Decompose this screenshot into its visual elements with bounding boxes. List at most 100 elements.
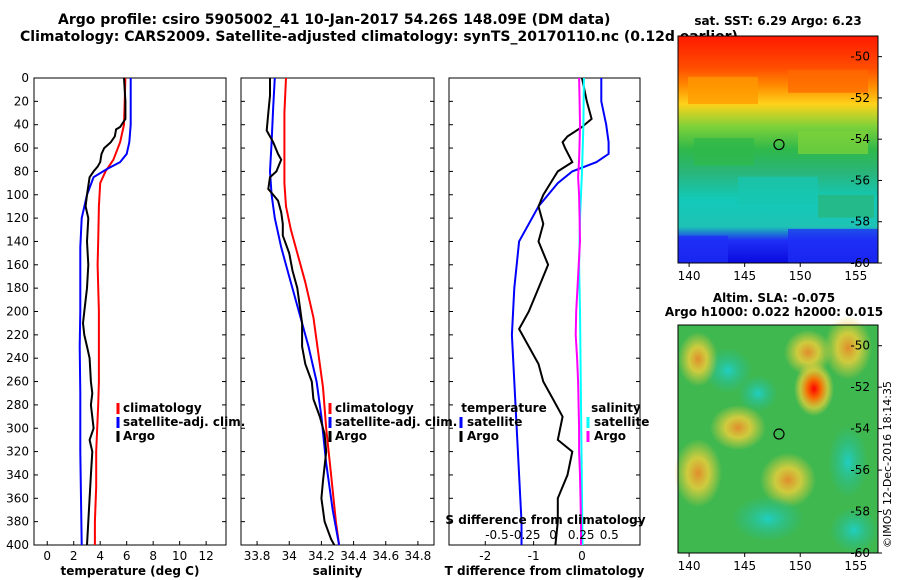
sst-patch — [798, 131, 868, 155]
title-line-1: Argo profile: csiro 5905002_41 10-Jan-20… — [58, 12, 611, 28]
y-tick-label: 20 — [14, 94, 29, 108]
argo-position-marker — [773, 428, 785, 440]
series-line-s-argo — [574, 77, 582, 545]
y-tick-label: 60 — [14, 141, 29, 155]
legend-label: Argo — [123, 429, 155, 443]
map-y-tick-label: -50 — [850, 339, 870, 353]
series-line-t-argo — [517, 77, 593, 546]
map-y-tick-label: -52 — [850, 91, 870, 105]
series-line-s-satellite — [578, 77, 585, 546]
legend-label: satellite-adj. clim. — [335, 415, 457, 429]
sst-patch — [694, 138, 754, 166]
legend-label: satellite — [467, 415, 522, 429]
y-tick-label: 320 — [6, 445, 29, 459]
x-axis-label: temperature (deg C) — [61, 564, 200, 578]
y-tick-label: 260 — [6, 375, 29, 389]
series-line-argo — [265, 78, 336, 546]
sla-map-title: Altim. SLA: -0.075 — [713, 291, 835, 305]
x-tick-label: 34.6 — [372, 549, 399, 563]
x-tick-label: 2 — [70, 549, 78, 563]
map-x-tick-label: 140 — [678, 559, 701, 573]
panel-difference: -2 -1 0T difference from climatology — [445, 77, 645, 578]
x-tick-label: 0 — [578, 549, 586, 563]
x-tick-label: -2 — [479, 549, 491, 563]
map-y-tick-label: -56 — [850, 463, 870, 477]
x-top-tick-label: 0.5 — [600, 528, 619, 542]
legend-label: climatology — [335, 401, 414, 415]
sla-anomaly-blob — [738, 375, 778, 412]
x-tick-label: 10 — [172, 549, 187, 563]
x-top-tick-label: 0.25 — [568, 528, 595, 542]
series-line-climatology — [93, 77, 127, 545]
map-x-tick-label: 155 — [844, 269, 867, 283]
sst-map-title: sat. SST: 6.29 Argo: 6.23 — [694, 14, 861, 28]
y-tick-label: 220 — [6, 328, 29, 342]
imos-watermark: ©IMOS 12-Dec-2016 18:14:35 — [881, 381, 894, 548]
map-y-tick-label: -58 — [850, 505, 870, 519]
plot-frame-difference — [448, 77, 641, 546]
sst-patch — [788, 70, 868, 93]
x-tick-label: 4 — [96, 549, 104, 563]
sla-anomaly-blob — [824, 315, 872, 380]
legend-label: Argo — [467, 429, 499, 443]
legend-label: climatology — [123, 401, 202, 415]
map-frame — [677, 324, 879, 554]
x-axis-label: salinity — [313, 564, 363, 578]
series-line-argo — [81, 77, 127, 546]
sla-anomaly-blob — [784, 329, 832, 376]
y-tick-label: 160 — [6, 258, 29, 272]
y-tick-label: 40 — [14, 118, 29, 132]
map-y-tick-label: -56 — [850, 173, 870, 187]
x-tick-label: 12 — [198, 549, 213, 563]
y-tick-label: 400 — [6, 538, 29, 552]
series-line-climatology — [283, 77, 341, 546]
legend-label: Argo — [335, 429, 367, 443]
legend-title: temperature — [461, 401, 546, 415]
map-y-tick-label: -54 — [850, 422, 870, 436]
legend-title: salinity — [591, 401, 641, 415]
y-tick-label: 360 — [6, 491, 29, 505]
y-tick-label: 300 — [6, 421, 29, 435]
x-top-tick-label: -0.5 — [485, 528, 508, 542]
legend-label: satellite-adj. clim. — [123, 415, 245, 429]
y-tick-label: 80 — [14, 164, 29, 178]
map-x-tick-label: 145 — [733, 269, 756, 283]
map-x-tick-label: 150 — [789, 559, 812, 573]
x-tick-label: 8 — [149, 549, 157, 563]
map-x-tick-label: 150 — [789, 269, 812, 283]
map-y-tick-label: -60 — [850, 256, 870, 270]
y-tick-label: 120 — [6, 211, 29, 225]
x-top-axis-label: S difference from climatology — [445, 513, 645, 527]
sla-anomaly-blob — [794, 361, 834, 417]
argo-position-marker — [773, 138, 785, 151]
map-x-tick-label: 145 — [733, 559, 756, 573]
panel-salinity: 33.8 34 34.2 34.4 34.6 34.8 salinity — [240, 77, 435, 578]
map-y-tick-label: -60 — [850, 546, 870, 560]
x-top-tick-label: 0 — [549, 528, 557, 542]
sla-anomaly-blob — [732, 496, 804, 542]
x-tick-label: 34 — [282, 549, 297, 563]
map-sla_map: -60 -58 -56 -54 -52 -50 140 145 150 155 — [674, 315, 882, 573]
sst-patch — [678, 235, 728, 263]
series-line-satellite-adj-clim- — [268, 77, 341, 546]
panel-temperature: 0204060801001201401601802002202402602803… — [6, 71, 227, 578]
y-tick-label: 0 — [21, 71, 29, 85]
x-tick-label: -1 — [528, 549, 540, 563]
x-tick-label: 34.2 — [308, 549, 335, 563]
y-tick-label: 380 — [6, 515, 29, 529]
map-frame — [677, 35, 879, 264]
x-tick-label: 0 — [43, 549, 51, 563]
sla-anomaly-blob — [678, 331, 718, 387]
legend-label: Argo — [594, 429, 626, 443]
map-y-tick-label: -54 — [850, 132, 870, 146]
x-tick-label: 34.4 — [340, 549, 367, 563]
legend-label: satellite — [594, 415, 649, 429]
y-tick-label: 280 — [6, 398, 29, 412]
sst-patch — [738, 176, 818, 204]
map-x-tick-label: 155 — [844, 559, 867, 573]
map-y-tick-label: -52 — [850, 380, 870, 394]
title-line-2: Climatology: CARS2009. Satellite-adjuste… — [20, 29, 738, 45]
y-tick-label: 200 — [6, 305, 29, 319]
sla-anomaly-blob — [760, 452, 816, 508]
